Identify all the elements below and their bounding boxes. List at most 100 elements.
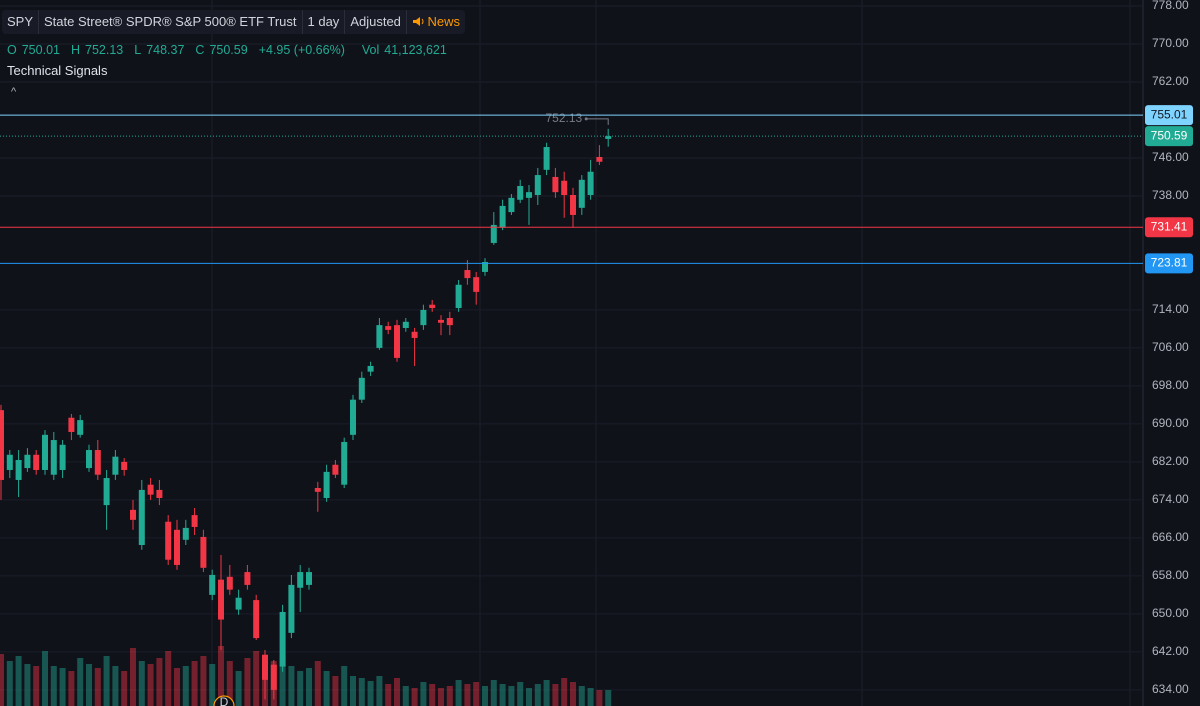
candle-body — [86, 450, 92, 469]
news-label[interactable]: News — [427, 14, 461, 29]
candle-body — [358, 377, 365, 400]
event-marker — [213, 695, 235, 706]
y-tick-label: 698.00 — [1152, 378, 1189, 392]
news-button[interactable]: News — [407, 10, 465, 34]
volume-bar — [358, 678, 365, 706]
volume-bar — [473, 682, 480, 706]
candle-body — [174, 529, 180, 565]
volume-bar — [350, 676, 356, 706]
volume-bar — [130, 648, 136, 706]
candle-body — [0, 410, 4, 480]
candle-body — [130, 509, 136, 520]
volume-bar — [94, 668, 101, 706]
candle-body — [42, 434, 48, 470]
change: +4.95 (+0.66%) — [258, 43, 345, 57]
candle-body — [218, 579, 224, 620]
volume-bar — [605, 689, 612, 706]
volume-bar — [332, 676, 339, 706]
candle-body — [235, 597, 242, 610]
candle-body — [508, 197, 515, 213]
candle-body — [526, 192, 532, 198]
y-tick-label: 642.00 — [1152, 644, 1189, 658]
volume-bar — [235, 671, 242, 706]
candle-body — [517, 185, 524, 200]
candle-body — [552, 176, 559, 193]
candle-body — [473, 277, 480, 292]
candle-body — [578, 179, 585, 208]
candle-body — [570, 194, 576, 215]
vertical-grid — [211, 0, 1131, 706]
volume-bar — [121, 671, 128, 706]
candle-body — [77, 420, 84, 435]
candle-body — [253, 600, 260, 639]
candle-body — [138, 489, 145, 546]
volume-bar — [138, 661, 145, 706]
candle-body — [385, 326, 392, 330]
ohlc-value: 750.01 — [21, 43, 60, 57]
volume-bar — [446, 686, 453, 706]
candle-body — [244, 572, 251, 585]
volume-bar — [517, 682, 524, 706]
volume-bar — [15, 656, 22, 706]
volume-bar — [42, 651, 48, 706]
symbol-bar: SPY State Street® SPDR® S&P 500® ETF Tru… — [2, 10, 466, 34]
candle-body — [191, 515, 198, 527]
volume-bar — [508, 686, 515, 706]
volume-bar — [552, 684, 559, 706]
candle-body — [314, 488, 321, 492]
candle-body — [446, 317, 453, 326]
volume-bar — [482, 686, 488, 706]
candle-body — [94, 450, 101, 475]
candle-body — [121, 461, 128, 470]
candle-body — [561, 180, 568, 195]
interval[interactable]: 1 day — [303, 10, 346, 34]
candle-body — [6, 454, 13, 470]
y-tick-label: 682.00 — [1152, 454, 1189, 468]
volume-bar — [24, 664, 31, 706]
adjustment[interactable]: Adjusted — [345, 10, 407, 34]
candle-body — [543, 147, 550, 170]
volume-bar — [429, 684, 436, 706]
ohlc-key: L — [134, 43, 142, 57]
candle-body — [490, 224, 497, 243]
price-label-box — [1145, 253, 1193, 274]
volume-bar — [191, 661, 198, 706]
price-label: 755.01 — [1151, 107, 1188, 121]
candle-body — [200, 536, 207, 568]
volume-bar — [50, 666, 57, 706]
volume-bar — [402, 686, 409, 706]
volume-bar — [77, 658, 84, 706]
volume-bar — [218, 646, 224, 706]
volume-bar — [367, 681, 374, 706]
technical-signals[interactable]: Technical Signals — [7, 63, 108, 78]
y-tick-label: 762.00 — [1152, 74, 1189, 88]
price-label-box — [1145, 126, 1193, 147]
collapse-toggle[interactable]: ^ — [11, 86, 17, 98]
price-label: 731.41 — [1151, 219, 1188, 233]
volume-key: Vol — [361, 43, 380, 57]
ohlc-key: H — [70, 43, 80, 57]
volume-bar — [587, 688, 594, 706]
volume-bar — [490, 680, 497, 706]
candle-body — [394, 325, 400, 358]
volume-bar — [411, 688, 418, 706]
volume-bar — [200, 656, 207, 706]
candle-body — [376, 325, 383, 348]
volume-bar — [561, 678, 568, 706]
candle-body — [147, 484, 154, 495]
candle-body — [482, 261, 488, 272]
volume-bar — [244, 658, 251, 706]
volume-bar — [112, 666, 119, 706]
volume-bar — [385, 684, 392, 706]
volume-bar — [543, 680, 550, 706]
volume-bar — [526, 688, 532, 706]
candle-body — [350, 399, 356, 435]
candle-body — [288, 584, 295, 633]
symbol[interactable]: SPY — [2, 10, 40, 34]
candle-body — [297, 572, 304, 588]
candle-body — [226, 576, 233, 590]
volume-bar — [394, 678, 400, 706]
price-label-box — [1145, 105, 1193, 126]
